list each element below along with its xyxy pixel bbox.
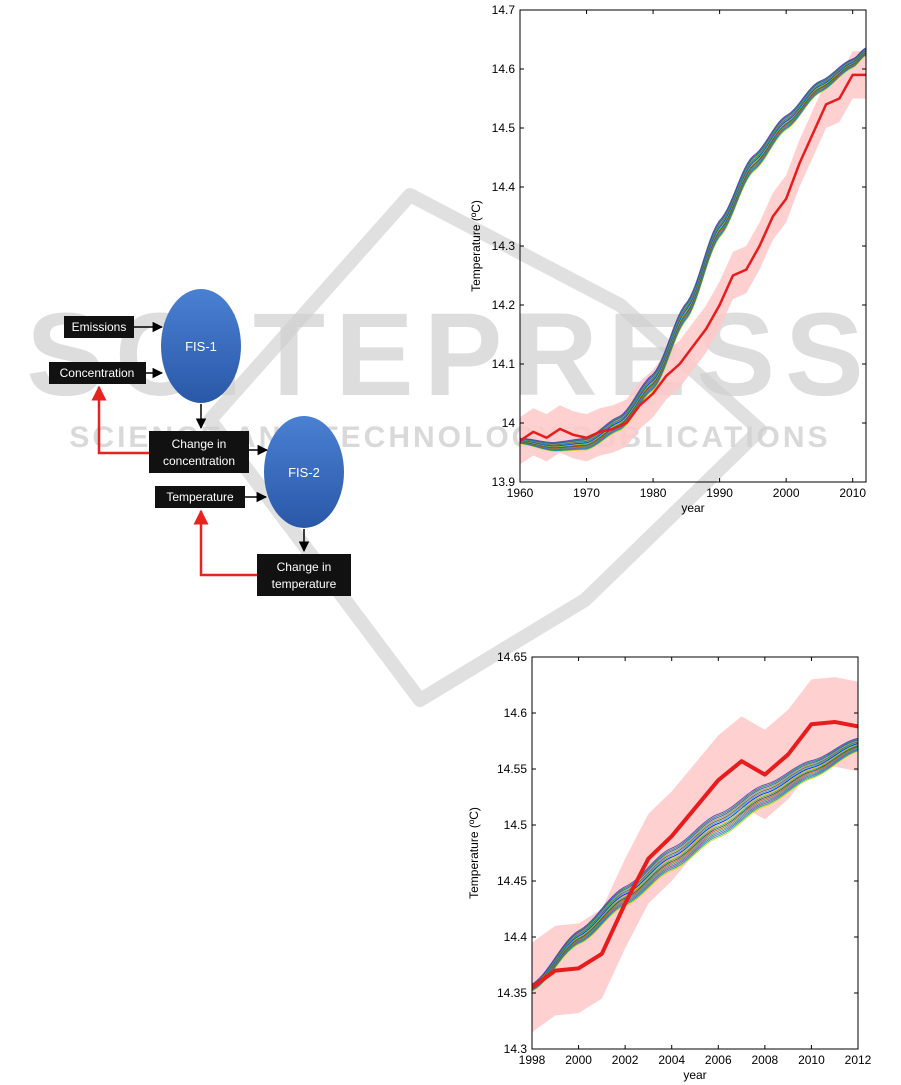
- model-run-line: [520, 51, 866, 448]
- change-temperature-box: [257, 554, 351, 596]
- x-tick-label: 2010: [839, 486, 866, 500]
- concentration-feedback-arrow: [91, 385, 149, 455]
- model-run-line: [520, 49, 866, 446]
- x-tick-label: 1960: [507, 486, 534, 500]
- fis1-node: [161, 289, 241, 403]
- y-tick-label: 14.3: [492, 239, 516, 253]
- model-run-line: [520, 51, 866, 449]
- change-concentration-box: [149, 431, 249, 473]
- y-tick-label: 14.6: [492, 62, 516, 76]
- y-axis-label: Temperature (ºC): [469, 200, 483, 292]
- change-temperature-label-2: temperature: [272, 577, 337, 591]
- x-tick-label: 2008: [752, 1053, 779, 1067]
- x-tick-label: 2002: [612, 1053, 639, 1067]
- model-run-line: [520, 49, 866, 446]
- model-run-line: [520, 54, 866, 452]
- change-concentration-label-2: concentration: [163, 454, 235, 468]
- y-tick-label: 14.4: [492, 180, 516, 194]
- y-tick-label: 14.55: [497, 762, 527, 776]
- model-run-line: [520, 48, 866, 445]
- chart1-plot-group: 1960 1970 1980 1990 2000 2010 13.9 14 14.1 14.2 14…: [469, 3, 867, 515]
- y-tick-label: 13.9: [492, 475, 516, 489]
- model-run-line: [532, 739, 858, 986]
- model-run-line: [532, 737, 858, 985]
- x-tick-label: 2000: [565, 1053, 592, 1067]
- observed-uncertainty-band: [520, 51, 866, 465]
- model-run-line: [520, 53, 866, 450]
- fis-flow-diagram: FIS-1 FIS-2 Emissions Concentration Chan…: [49, 289, 351, 596]
- model-run-line: [520, 52, 866, 450]
- model-run-line: [532, 740, 858, 986]
- y-tick-label: 14.7: [492, 3, 516, 17]
- x-tick-label: 1980: [640, 486, 667, 500]
- x-tick-label: 2012: [845, 1053, 872, 1067]
- fis1-label: FIS-1: [185, 339, 217, 354]
- model-run-line: [532, 747, 858, 990]
- y-tick-label: 14.2: [492, 298, 516, 312]
- x-tick-label: 2006: [705, 1053, 732, 1067]
- concentration-label: Concentration: [60, 366, 135, 380]
- model-run-line: [532, 738, 858, 986]
- model-run-line: [520, 54, 866, 452]
- model-run-line: [532, 748, 858, 991]
- model-run-line: [520, 48, 866, 445]
- y-tick-label: 14.65: [497, 650, 527, 664]
- model-run-line: [532, 745, 858, 989]
- y-axis-label: Temperature (ºC): [467, 807, 481, 899]
- fis2-node: [264, 416, 344, 528]
- model-run-line: [520, 50, 866, 447]
- model-run-line: [532, 749, 858, 991]
- temperature-feedback-arrow: [193, 509, 257, 577]
- model-run-line: [532, 742, 858, 987]
- y-tick-label: 14.35: [497, 986, 527, 1000]
- chart2-plot-group: 1998 2000 2002 2004 2006 2008 2010 2012 14.3 14.3…: [467, 650, 872, 1082]
- model-run-line: [532, 750, 858, 991]
- change-temperature-label-1: Change in: [277, 560, 332, 574]
- x-axis-label: year: [681, 501, 704, 515]
- temperature-label: Temperature: [166, 490, 234, 504]
- y-tick-label: 14.4: [504, 930, 528, 944]
- temperature-box: [155, 486, 245, 508]
- model-run-line: [520, 50, 866, 447]
- observed-temperature-line: [520, 73, 866, 442]
- concentration-box: [49, 362, 146, 384]
- plot-area: [532, 677, 858, 1033]
- model-run-line: [532, 746, 858, 990]
- y-tick-label: 14.5: [504, 818, 528, 832]
- change-concentration-label-1: Change in: [172, 437, 227, 451]
- model-run-line: [532, 741, 858, 987]
- y-tick-label: 14.3: [504, 1042, 528, 1056]
- emissions-box: [64, 316, 134, 338]
- model-run-line: [520, 47, 866, 444]
- x-tick-label: 1970: [573, 486, 600, 500]
- model-run-line: [520, 52, 866, 449]
- temperature-chart-1960-2012: 1960 1970 1980 1990 2000 2010 13.9 14 14.1 14.2 14…: [469, 3, 867, 515]
- y-tick-label: 14: [502, 416, 516, 430]
- x-tick-label: 2004: [658, 1053, 685, 1067]
- axes-frame: [531, 656, 859, 1050]
- model-run-line: [532, 743, 858, 988]
- x-tick-label: 1998: [519, 1053, 546, 1067]
- x-tick-label: 2010: [798, 1053, 825, 1067]
- fis2-label: FIS-2: [288, 465, 320, 480]
- plot-area: [520, 47, 866, 465]
- model-run-line: [520, 47, 866, 443]
- observed-temperature-line: [532, 719, 858, 990]
- x-tick-label: 1990: [706, 486, 733, 500]
- x-tick-label: 2000: [773, 486, 800, 500]
- y-tick-label: 14.5: [492, 121, 516, 135]
- x-axis-label: year: [683, 1068, 706, 1082]
- emissions-label: Emissions: [72, 320, 127, 334]
- model-run-line: [532, 744, 858, 989]
- model-run-line: [532, 750, 858, 992]
- y-tick-label: 14.45: [497, 874, 527, 888]
- model-run-line: [532, 743, 858, 988]
- model-run-line: [520, 53, 866, 451]
- y-tick-label: 14.1: [492, 357, 516, 371]
- y-tick-label: 14.6: [504, 706, 528, 720]
- temperature-chart-1998-2012: 1998 2000 2002 2004 2006 2008 2010 2012 14.3 14.3…: [467, 650, 872, 1082]
